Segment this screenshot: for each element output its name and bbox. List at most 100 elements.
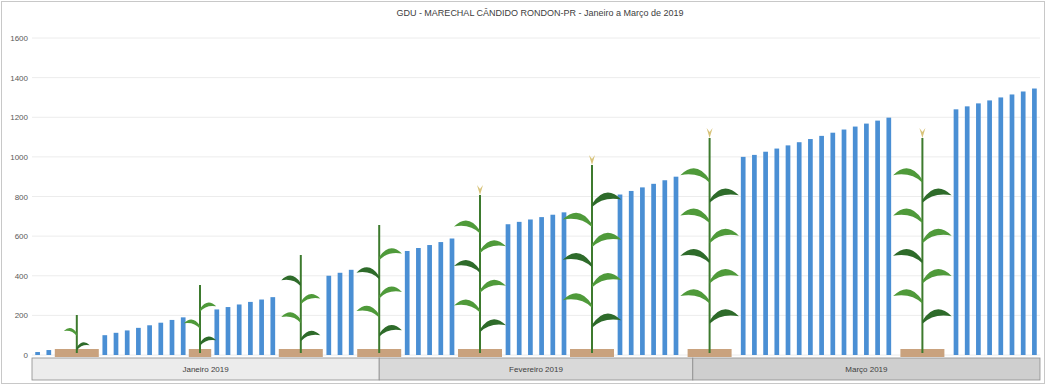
bar (550, 215, 555, 355)
bar (102, 335, 107, 355)
bar (35, 352, 40, 355)
bar (998, 97, 1003, 355)
chart: GDU - MARECHAL CÂNDIDO RONDON-PR - Janei… (0, 0, 1046, 385)
plant-leaf (563, 213, 592, 227)
month-box (379, 358, 693, 380)
plant-leaf (379, 287, 402, 299)
bar (1032, 89, 1037, 355)
bar (438, 242, 443, 355)
plant-leaf (592, 233, 621, 247)
title: GDU - MARECHAL CÂNDIDO RONDON-PR - Janei… (396, 8, 683, 18)
plant-leaf (710, 229, 739, 243)
bar (259, 300, 264, 355)
bar (562, 212, 567, 355)
bar (786, 145, 791, 355)
plant-tassel (477, 185, 483, 195)
y-tick-label: 1200 (10, 113, 28, 122)
bar (270, 297, 275, 355)
grid-line (32, 38, 1040, 39)
bar (326, 276, 331, 355)
plant-leaf (592, 273, 621, 287)
plant-leaf (379, 325, 402, 337)
bar (886, 118, 891, 355)
bar (147, 325, 152, 355)
bar (651, 184, 656, 355)
plant-leaf (480, 280, 506, 293)
plant-leaf (281, 312, 301, 323)
bar (640, 187, 645, 355)
bar (954, 109, 959, 355)
bar (808, 139, 813, 355)
bar (158, 323, 163, 355)
y-tick-label: 400 (15, 272, 29, 281)
bar (539, 217, 544, 355)
month-label: Janeiro 2019 (182, 365, 229, 374)
plant-leaf (922, 229, 951, 243)
bar (774, 149, 779, 355)
bar (506, 224, 511, 355)
plant-leaf (200, 302, 216, 311)
plant-tassel (919, 128, 925, 138)
bar (674, 177, 679, 355)
y-tick-label: 200 (15, 311, 29, 320)
plant-tassel (707, 128, 713, 138)
plant-leaf (592, 313, 621, 327)
plant-leaf (893, 168, 922, 182)
month-box (693, 358, 1040, 380)
plant-leaf (563, 293, 592, 307)
grid-line (32, 77, 1040, 78)
bars (35, 89, 1037, 355)
plant-leaf (563, 253, 592, 267)
y-tick-label: 0 (24, 351, 29, 360)
plant-leaf (356, 267, 379, 279)
bar (864, 124, 869, 355)
plant-leaf (893, 289, 922, 303)
y-tick-label: 600 (15, 232, 29, 241)
bar (875, 121, 880, 355)
plant-leaf (200, 336, 216, 345)
plant-leaf (454, 299, 480, 312)
bar (450, 239, 455, 355)
bar (965, 106, 970, 355)
plant-leaf (922, 188, 951, 202)
month-label: Fevereiro 2019 (509, 365, 563, 374)
y-tick-label: 1600 (10, 34, 28, 43)
bar (618, 195, 623, 355)
bar (226, 307, 231, 355)
bar (237, 304, 242, 355)
bar (528, 219, 533, 355)
bar (114, 333, 119, 355)
bar (976, 103, 981, 355)
bar (517, 222, 522, 355)
plants (55, 128, 952, 357)
bar (349, 270, 354, 355)
plant-leaf (184, 319, 200, 328)
plant-leaf (281, 276, 301, 287)
plant-leaf (680, 249, 709, 263)
plant-leaf (680, 168, 709, 182)
plant-leaf (77, 342, 90, 350)
plant-leaf (710, 188, 739, 202)
bar (170, 320, 175, 355)
bar (830, 133, 835, 355)
bar (248, 302, 253, 355)
y-tick-label: 800 (15, 193, 29, 202)
plant-leaf (301, 331, 321, 342)
bar (338, 273, 343, 355)
bar (405, 251, 410, 355)
plant-leaf (710, 309, 739, 323)
bar (987, 100, 992, 355)
plant-leaf (64, 328, 77, 336)
month-box (32, 358, 379, 380)
month-label: Março 2019 (845, 365, 888, 374)
plant-leaf (893, 249, 922, 263)
plant-leaf (356, 306, 379, 318)
bar (741, 157, 746, 355)
plant-leaf (680, 289, 709, 303)
plant-leaf (480, 240, 506, 253)
grid (32, 38, 1040, 355)
bar (46, 350, 51, 355)
bar (763, 152, 768, 355)
grid-line (32, 117, 1040, 118)
plant-leaf (454, 220, 480, 233)
